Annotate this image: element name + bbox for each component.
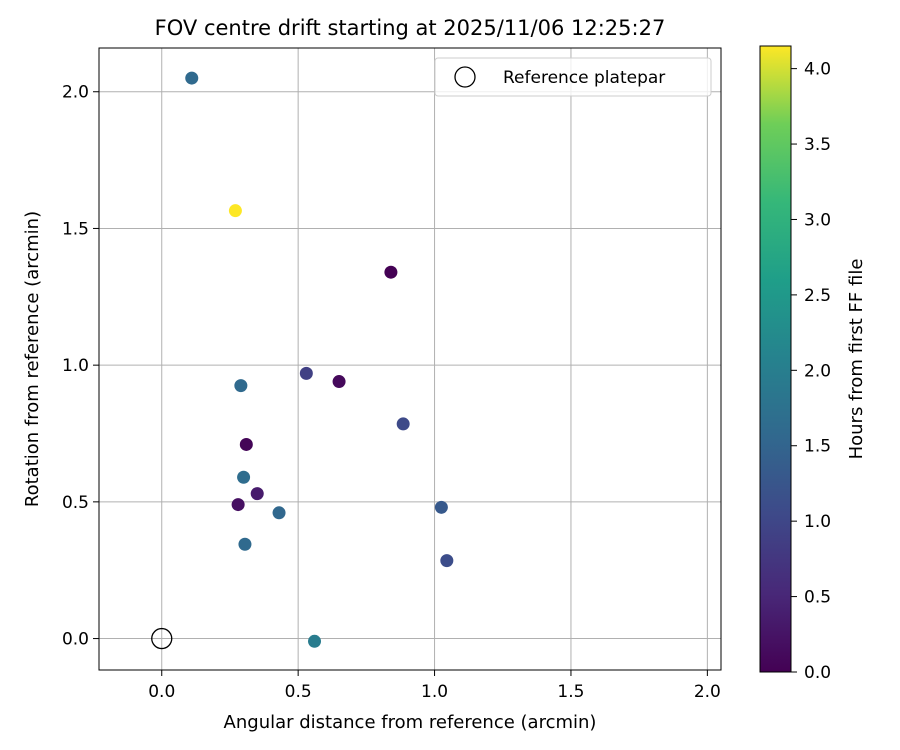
- data-point: [185, 71, 199, 85]
- data-point: [308, 634, 322, 648]
- y-tick-label: 1.0: [62, 356, 89, 376]
- colorbar-tick-label: 3.5: [804, 135, 831, 155]
- data-point: [239, 437, 253, 451]
- data-point: [332, 375, 346, 389]
- x-tick-label: 1.0: [421, 682, 448, 702]
- y-tick-label: 0.0: [62, 630, 89, 650]
- data-point: [234, 379, 248, 393]
- data-point: [299, 366, 313, 380]
- data-point: [396, 417, 410, 431]
- y-axis-ticks: 0.0 0.5 1.0 1.5 2.0: [62, 83, 99, 650]
- y-tick-label: 2.0: [62, 83, 89, 103]
- data-point: [434, 500, 448, 514]
- data-point: [250, 487, 264, 501]
- data-point: [231, 498, 245, 512]
- data-point: [238, 537, 252, 551]
- data-point: [228, 204, 242, 218]
- y-axis-label: Rotation from reference (arcmin): [22, 211, 43, 507]
- grid-lines: [99, 48, 721, 670]
- x-tick-label: 0.0: [148, 682, 175, 702]
- reference-point: [151, 627, 173, 650]
- colorbar-ticks: 0.0 0.5 1.0 1.5 2.0 2.5 3.0 3.5 4.0: [791, 60, 831, 683]
- x-tick-label: 0.5: [285, 682, 312, 702]
- data-points: [185, 71, 454, 648]
- x-tick-label: 2.0: [694, 682, 721, 702]
- data-point: [272, 506, 286, 520]
- legend-marker: [454, 66, 476, 88]
- colorbar-tick-label: 2.5: [804, 286, 831, 306]
- legend-box: [434, 57, 712, 97]
- colorbar-tick-label: 2.0: [804, 361, 831, 381]
- colorbar-tick-label: 1.0: [804, 512, 831, 532]
- x-tick-label: 1.5: [557, 682, 584, 702]
- x-axis-label: Angular distance from reference (arcmin): [224, 712, 597, 733]
- colorbar-tick-label: 0.0: [804, 663, 831, 683]
- data-point: [237, 470, 251, 484]
- data-point: [384, 265, 398, 279]
- colorbar-tick-label: 1.5: [804, 437, 831, 457]
- y-tick-label: 1.5: [62, 219, 89, 239]
- colorbar-tick-label: 0.5: [804, 588, 831, 608]
- x-axis-ticks: 0.0 0.5 1.0 1.5 2.0: [148, 670, 721, 702]
- y-tick-label: 0.5: [62, 493, 89, 513]
- legend: Reference platepar: [434, 57, 712, 97]
- data-point: [440, 554, 454, 568]
- colorbar-gradient: [759, 45, 792, 673]
- plot-frame: [98, 47, 722, 671]
- legend-label: Reference platepar: [503, 68, 665, 88]
- colorbar-tick-label: 4.0: [804, 60, 831, 80]
- plot-area: 0.0 0.5 1.0 1.5 2.0 0.0 0.5 1.0 1.5 2.0: [62, 47, 722, 702]
- colorbar-tick-label: 3.0: [804, 210, 831, 230]
- chart-title: FOV centre drift starting at 2025/11/06 …: [155, 16, 666, 40]
- colorbar-label: Hours from first FF file: [846, 259, 867, 460]
- colorbar: 0.0 0.5 1.0 1.5 2.0 2.5 3.0 3.5 4.0 Hours from f…: [759, 45, 867, 683]
